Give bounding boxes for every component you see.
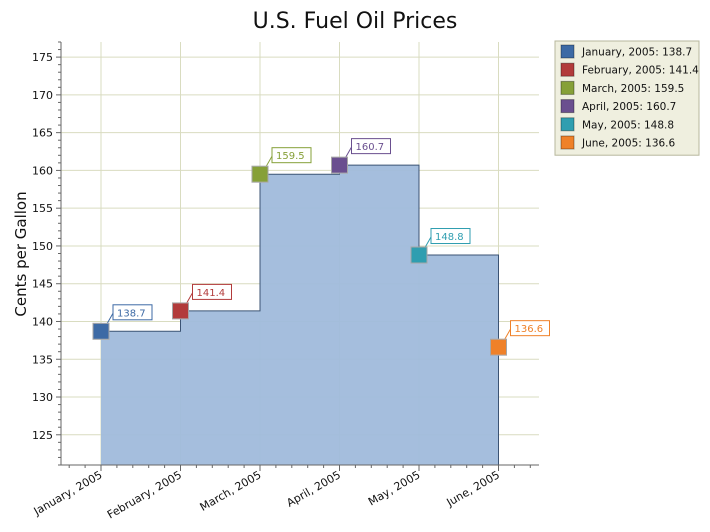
data-label: 136.6 — [515, 324, 544, 335]
y-tick-label: 160 — [32, 164, 53, 177]
x-tick-label: February, 2005 — [105, 468, 184, 521]
data-label: 138.7 — [117, 308, 146, 319]
data-point-marker-border — [331, 156, 348, 174]
data-label-box — [192, 283, 232, 300]
y-tick-label: 170 — [32, 89, 53, 102]
data-label: 160.7 — [356, 142, 385, 153]
data-point-marker — [172, 302, 189, 320]
data-point-marker — [410, 246, 428, 264]
legend-item-label: April, 2005: 160.7 — [582, 101, 676, 113]
legend-item-label: February, 2005: 141.4 — [582, 65, 699, 77]
y-axis-label: Cents per Gallon — [12, 191, 30, 316]
x-tick-label: May, 2005 — [366, 468, 422, 508]
data-label-box — [271, 147, 312, 164]
legend-swatch — [560, 80, 575, 95]
data-label: 141.4 — [197, 288, 226, 299]
x-tick-label: June, 2005 — [444, 468, 502, 509]
y-tick-label: 150 — [32, 240, 53, 253]
data-label: 159.5 — [276, 151, 305, 162]
y-tick-label: 175 — [32, 51, 53, 64]
legend-swatch — [560, 135, 575, 150]
chart-title: U.S. Fuel Oil Prices — [253, 9, 458, 34]
legend-item-label: March, 2005: 159.5 — [582, 83, 684, 95]
x-tick-label: April, 2005 — [284, 468, 343, 509]
legend-swatch — [560, 44, 575, 59]
y-tick-label: 155 — [32, 202, 53, 215]
legend-item-label: May, 2005: 148.8 — [582, 119, 674, 131]
x-tick-label: January, 2005 — [31, 468, 105, 518]
data-label-box — [510, 320, 550, 337]
data-point-marker — [251, 165, 269, 183]
plot-area: 125 130 135 140 145 150 155 160 165 170 175 January… — [31, 41, 550, 521]
legend-swatch — [560, 62, 575, 77]
data-point-marker-border — [172, 302, 189, 320]
area-fill — [101, 165, 499, 465]
data-point-marker — [490, 338, 507, 356]
legend-box — [554, 40, 700, 156]
legend-swatch — [560, 117, 575, 132]
data-label: 148.8 — [435, 232, 464, 243]
data-label-box — [351, 138, 391, 155]
data-point-marker-border — [92, 322, 110, 340]
data-label-box — [430, 228, 471, 245]
data-point-marker-border — [410, 246, 428, 264]
y-tick-label: 165 — [32, 127, 53, 140]
y-tick-label: 125 — [32, 429, 53, 442]
data-point-marker-border — [490, 338, 507, 356]
data-label-box — [112, 304, 153, 321]
data-point-marker — [92, 322, 110, 340]
y-tick-label: 145 — [32, 278, 53, 291]
legend: January, 2005: 138.7 February, 2005: 141.… — [554, 40, 700, 156]
x-tick-label: March, 2005 — [198, 468, 264, 514]
legend-item-label: June, 2005: 136.6 — [581, 138, 676, 150]
data-point-marker — [331, 156, 348, 174]
legend-swatch — [560, 99, 575, 114]
y-tick-label: 130 — [32, 391, 53, 404]
y-tick-label: 140 — [32, 315, 53, 328]
legend-item-label: January, 2005: 138.7 — [581, 47, 692, 59]
data-point-marker-border — [251, 165, 269, 183]
y-tick-label: 135 — [32, 353, 53, 366]
